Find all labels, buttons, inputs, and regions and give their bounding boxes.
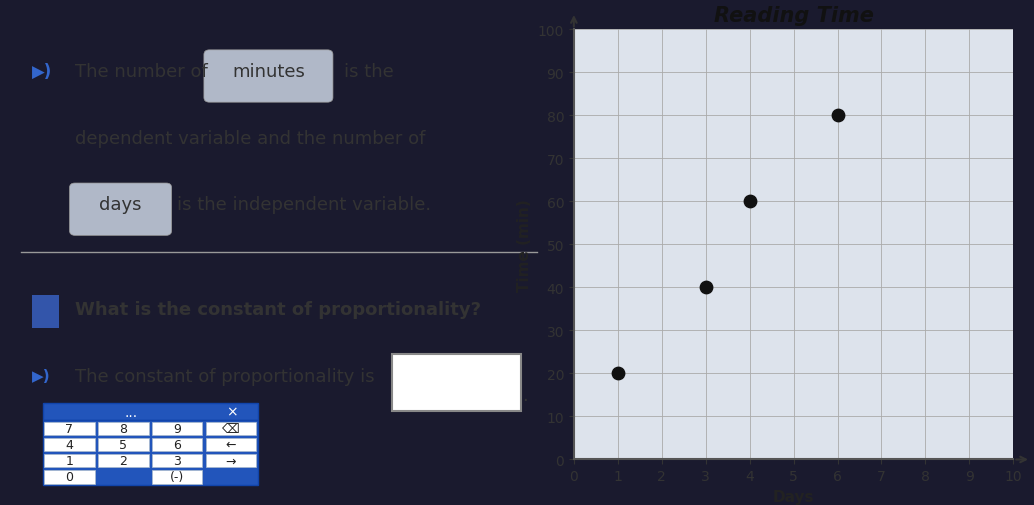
FancyBboxPatch shape bbox=[206, 454, 256, 468]
Text: (-): (-) bbox=[170, 471, 184, 483]
Text: ▶): ▶) bbox=[32, 369, 51, 383]
Text: minutes: minutes bbox=[232, 63, 305, 81]
Text: is the independent variable.: is the independent variable. bbox=[177, 196, 431, 214]
Text: is the: is the bbox=[343, 63, 394, 81]
Text: ←: ← bbox=[225, 438, 236, 451]
Point bbox=[610, 370, 627, 378]
FancyBboxPatch shape bbox=[152, 438, 203, 451]
FancyBboxPatch shape bbox=[152, 470, 203, 484]
FancyBboxPatch shape bbox=[152, 454, 203, 468]
Text: 6: 6 bbox=[173, 438, 181, 451]
Y-axis label: Time (min): Time (min) bbox=[517, 198, 533, 291]
Text: 0: 0 bbox=[65, 471, 73, 483]
FancyBboxPatch shape bbox=[152, 422, 203, 435]
FancyBboxPatch shape bbox=[42, 403, 257, 421]
Text: 4: 4 bbox=[65, 438, 73, 451]
Text: ×: × bbox=[226, 405, 238, 419]
Text: The number of: The number of bbox=[74, 63, 208, 81]
FancyBboxPatch shape bbox=[44, 454, 95, 468]
Text: dependent variable and the number of: dependent variable and the number of bbox=[74, 130, 425, 147]
FancyBboxPatch shape bbox=[42, 421, 257, 485]
FancyBboxPatch shape bbox=[206, 422, 256, 435]
Text: 8: 8 bbox=[119, 422, 127, 435]
FancyBboxPatch shape bbox=[98, 454, 149, 468]
Text: 7: 7 bbox=[65, 422, 73, 435]
FancyBboxPatch shape bbox=[204, 51, 333, 103]
Bar bbox=[32, 295, 59, 328]
FancyBboxPatch shape bbox=[44, 438, 95, 451]
Text: →: → bbox=[225, 454, 236, 468]
Text: ⌫: ⌫ bbox=[222, 422, 240, 435]
Title: Reading Time: Reading Time bbox=[713, 6, 874, 26]
Text: .: . bbox=[522, 386, 527, 405]
Point bbox=[697, 284, 713, 292]
FancyBboxPatch shape bbox=[69, 184, 172, 236]
FancyBboxPatch shape bbox=[206, 438, 256, 451]
FancyBboxPatch shape bbox=[392, 355, 521, 412]
Text: ...: ... bbox=[124, 405, 138, 419]
Text: 2: 2 bbox=[119, 454, 127, 468]
FancyBboxPatch shape bbox=[44, 422, 95, 435]
Text: 5: 5 bbox=[119, 438, 127, 451]
FancyBboxPatch shape bbox=[44, 470, 95, 484]
Text: 1: 1 bbox=[65, 454, 73, 468]
Text: What is the constant of proportionality?: What is the constant of proportionality? bbox=[74, 300, 481, 319]
X-axis label: Days: Days bbox=[772, 489, 815, 504]
FancyBboxPatch shape bbox=[98, 422, 149, 435]
FancyBboxPatch shape bbox=[98, 438, 149, 451]
Text: 9: 9 bbox=[173, 422, 181, 435]
Text: days: days bbox=[99, 196, 142, 214]
Point bbox=[829, 112, 846, 120]
Text: 3: 3 bbox=[173, 454, 181, 468]
Point bbox=[741, 198, 758, 206]
Text: ▶): ▶) bbox=[32, 63, 52, 81]
Text: The constant of proportionality is: The constant of proportionality is bbox=[74, 367, 374, 385]
